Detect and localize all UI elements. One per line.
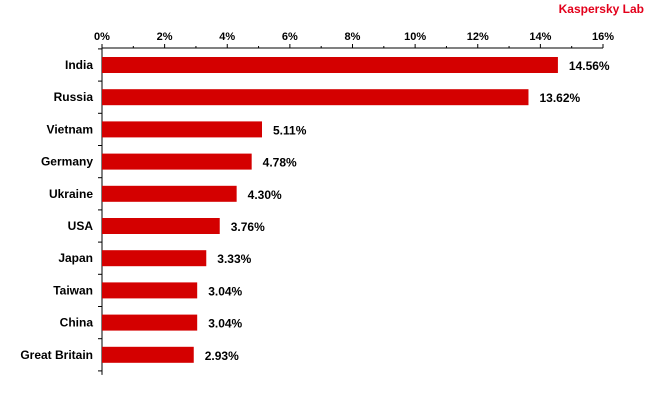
- value-label: 3.04%: [208, 317, 242, 331]
- x-tick-label: 14%: [529, 31, 551, 43]
- category-label: China: [60, 316, 94, 330]
- category-label: Ukraine: [49, 187, 93, 201]
- x-tick-label: 0%: [94, 31, 110, 43]
- value-label: 3.04%: [208, 284, 242, 298]
- category-label: Taiwan: [53, 283, 93, 297]
- value-label: 2.93%: [205, 349, 239, 363]
- category-label: Japan: [58, 251, 93, 265]
- bar: [102, 153, 252, 170]
- bar: [102, 346, 194, 363]
- bar: [102, 250, 207, 267]
- bar: [102, 314, 198, 331]
- category-labels: India Russia Vietnam Germany Ukraine USA Japan…: [20, 58, 93, 362]
- bar: [102, 185, 237, 202]
- value-label: 13.62%: [539, 91, 580, 105]
- x-tick-label: 12%: [467, 31, 489, 43]
- value-labels: 14.56% 13.62% 5.11% 4.78% 4.30% 3.76% 3.33% 3.0…: [205, 59, 610, 363]
- x-tick-label: 8%: [345, 31, 361, 43]
- value-label: 5.11%: [273, 123, 307, 137]
- brand-label: Kaspersky Lab: [558, 2, 644, 16]
- category-label: Vietnam: [47, 122, 93, 136]
- x-tick-label: 6%: [282, 31, 298, 43]
- x-tick-label: 4%: [219, 31, 235, 43]
- bars: [102, 57, 558, 363]
- category-label: Russia: [54, 90, 94, 104]
- category-label: India: [65, 58, 93, 72]
- bar: [102, 89, 529, 106]
- category-label: USA: [68, 219, 94, 233]
- value-label: 14.56%: [569, 59, 610, 73]
- bar: [102, 121, 263, 138]
- x-tick-label: 10%: [404, 31, 426, 43]
- x-axis: 0% 2% 4% 6% 8% 10% 12% 14% 16%: [94, 31, 614, 375]
- value-label: 3.33%: [217, 252, 251, 266]
- value-label: 3.76%: [231, 220, 265, 234]
- category-label: Great Britain: [20, 348, 93, 362]
- x-tick-label: 2%: [157, 31, 173, 43]
- value-label: 4.30%: [248, 188, 282, 202]
- bar: [102, 57, 558, 73]
- category-label: Germany: [41, 155, 93, 169]
- value-label: 4.78%: [263, 156, 297, 170]
- bar: [102, 218, 220, 234]
- bar: [102, 282, 198, 299]
- x-tick-label: 16%: [592, 31, 614, 43]
